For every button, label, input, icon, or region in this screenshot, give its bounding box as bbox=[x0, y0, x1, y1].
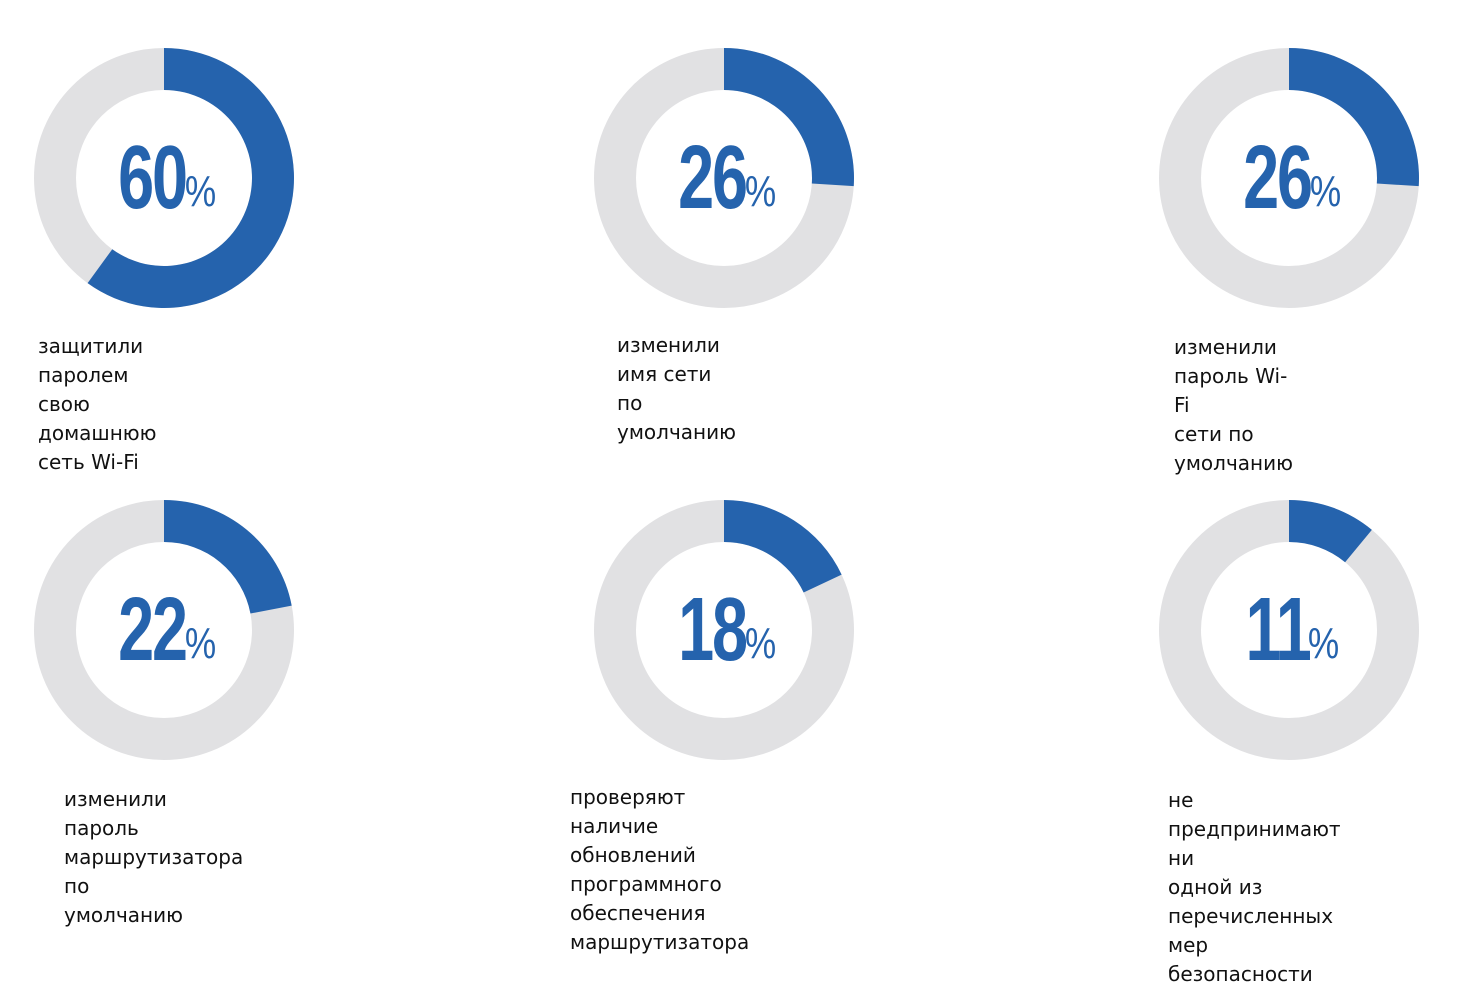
percent-sign-5: % bbox=[745, 619, 777, 668]
percent-value-1: 60% bbox=[33, 133, 293, 223]
caption-4: изменили пароль маршрутизатора по умолча… bbox=[64, 787, 244, 927]
caption-3: изменили пароль Wi-Fi сети по умолчанию bbox=[1174, 335, 1293, 475]
percent-value-2: 26% bbox=[593, 133, 853, 223]
donut-segment-3 bbox=[1289, 48, 1419, 187]
percent-number-3: 26 bbox=[1243, 128, 1314, 228]
percent-sign-2: % bbox=[745, 167, 777, 216]
percent-value-3: 26% bbox=[1158, 133, 1418, 223]
donut-segment-2 bbox=[724, 48, 854, 187]
donut-chart-3 bbox=[1159, 48, 1419, 308]
percent-number-1: 60 bbox=[118, 128, 189, 228]
percent-number-5: 18 bbox=[678, 580, 749, 680]
donut-segment-4 bbox=[164, 500, 292, 614]
percent-value-6: 11% bbox=[1158, 585, 1418, 675]
percent-sign-3: % bbox=[1310, 167, 1342, 216]
caption-1: защитили паролем свою домашнюю сеть Wi-F… bbox=[38, 334, 157, 474]
percent-sign-6: % bbox=[1307, 619, 1340, 668]
percent-sign-4: % bbox=[185, 619, 217, 668]
percent-number-2: 26 bbox=[678, 128, 749, 228]
caption-2: изменили имя сети по умолчанию bbox=[617, 333, 736, 444]
percent-number-4: 22 bbox=[118, 580, 189, 680]
donut-segment-6 bbox=[1289, 500, 1372, 563]
percent-value-4: 22% bbox=[33, 585, 293, 675]
percent-sign-1: % bbox=[185, 167, 217, 216]
donut-segment-5 bbox=[724, 500, 842, 593]
donut-segment-1 bbox=[87, 48, 295, 309]
donut-chart-6 bbox=[1159, 500, 1419, 760]
caption-5: проверяют наличие обновлений программног… bbox=[570, 785, 750, 954]
percent-value-5: 18% bbox=[593, 585, 853, 675]
donut-chart-4 bbox=[34, 500, 294, 760]
caption-6: не предпринимают ни одной из перечисленн… bbox=[1168, 788, 1341, 986]
donut-chart-2 bbox=[594, 48, 854, 308]
donut-chart-1 bbox=[34, 48, 295, 309]
percent-number-6: 11 bbox=[1245, 580, 1311, 680]
donut-chart-5 bbox=[594, 500, 854, 760]
